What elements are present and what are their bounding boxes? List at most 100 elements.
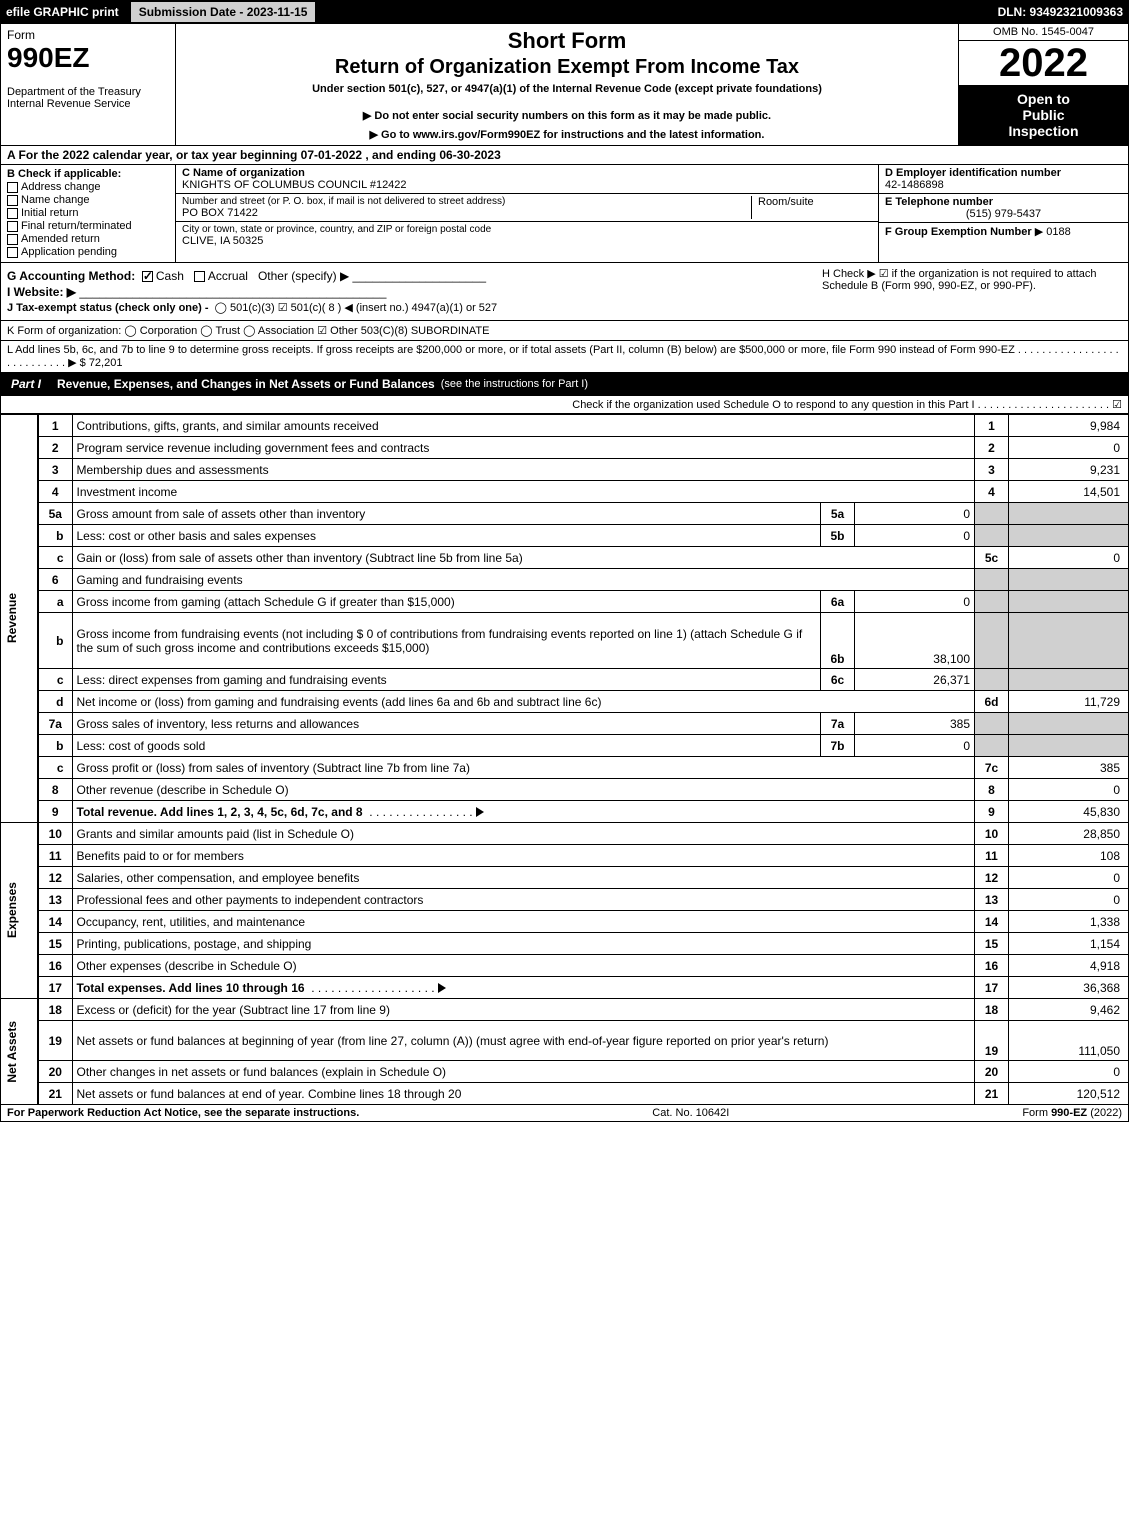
section-a-taxyear: A For the 2022 calendar year, or tax yea…: [0, 146, 1129, 165]
group-exempt-label: F Group Exemption Number: [885, 226, 1032, 238]
form-meta-block: OMB No. 1545-0047 2022 Open to Public In…: [958, 24, 1128, 145]
form-id-block: Form 990EZ Department of the Treasury In…: [1, 24, 176, 145]
arrow-icon: [476, 807, 484, 817]
ssn-warning: ▶ Do not enter social security numbers o…: [182, 109, 952, 122]
return-title: Return of Organization Exempt From Incom…: [182, 56, 952, 79]
table-row: 15 Printing, publications, postage, and …: [1, 933, 1129, 955]
table-row: Revenue 1 Contributions, gifts, grants, …: [1, 415, 1129, 437]
cb-address-change[interactable]: Address change: [7, 181, 169, 193]
cb-application-pending[interactable]: Application pending: [7, 246, 169, 258]
cb-name-change[interactable]: Name change: [7, 194, 169, 206]
org-name: KNIGHTS OF COLUMBUS COUNCIL #12422: [182, 179, 872, 191]
cb-amended-return[interactable]: Amended return: [7, 233, 169, 245]
paperwork-notice: For Paperwork Reduction Act Notice, see …: [7, 1107, 359, 1119]
c-city-label: City or town, state or province, country…: [182, 224, 872, 235]
form-word: Form: [7, 28, 169, 42]
part1-title: Revenue, Expenses, and Changes in Net As…: [51, 377, 441, 391]
open-line1: Open to: [963, 91, 1124, 107]
table-row: 9 Total revenue. Add lines 1, 2, 3, 4, 5…: [1, 801, 1129, 823]
form-number: 990EZ: [7, 42, 169, 74]
table-row: 12 Salaries, other compensation, and emp…: [1, 867, 1129, 889]
tel-label: E Telephone number: [885, 196, 1122, 208]
part1-header: Part I Revenue, Expenses, and Changes in…: [0, 373, 1129, 396]
table-row: b Less: cost of goods sold 7b 0: [1, 735, 1129, 757]
accounting-method: G Accounting Method: Cash Accrual Other …: [7, 269, 822, 283]
table-row: 13 Professional fees and other payments …: [1, 889, 1129, 911]
form-title-block: Short Form Return of Organization Exempt…: [176, 24, 958, 145]
c-addr-label: Number and street (or P. O. box, if mail…: [182, 196, 745, 207]
section-d-ein: D Employer identification number 42-1486…: [878, 165, 1128, 262]
website-line: I Website: ▶ ___________________________…: [7, 285, 822, 299]
section-ghij: G Accounting Method: Cash Accrual Other …: [0, 263, 1129, 321]
part1-label: Part I: [1, 375, 51, 393]
part1-table: Revenue 1 Contributions, gifts, grants, …: [0, 414, 1129, 1105]
dln: DLN: 93492321009363: [992, 5, 1129, 19]
revenue-side-label: Revenue: [1, 415, 39, 823]
table-row: 14 Occupancy, rent, utilities, and maint…: [1, 911, 1129, 933]
efile-label: efile GRAPHIC print: [0, 5, 125, 19]
under-section: Under section 501(c), 527, or 4947(a)(1)…: [182, 83, 952, 95]
org-info-row: B Check if applicable: Address change Na…: [0, 165, 1129, 263]
table-row: 11 Benefits paid to or for members 11 10…: [1, 845, 1129, 867]
cb-final-return[interactable]: Final return/terminated: [7, 220, 169, 232]
table-row: b Less: cost or other basis and sales ex…: [1, 525, 1129, 547]
section-l-gross-receipts: L Add lines 5b, 6c, and 7b to line 9 to …: [0, 341, 1129, 373]
open-to-public: Open to Public Inspection: [959, 85, 1128, 145]
omb-number: OMB No. 1545-0047: [959, 24, 1128, 41]
amount: 9,984: [1009, 415, 1129, 437]
table-row: a Gross income from gaming (attach Sched…: [1, 591, 1129, 613]
arrow-icon: [438, 983, 446, 993]
submission-date: Submission Date - 2023-11-15: [129, 0, 318, 24]
expenses-side-label: Expenses: [1, 823, 39, 999]
c-name-label: C Name of organization: [182, 167, 872, 179]
table-row: 7a Gross sales of inventory, less return…: [1, 713, 1129, 735]
table-row: d Net income or (loss) from gaming and f…: [1, 691, 1129, 713]
table-row: 20 Other changes in net assets or fund b…: [1, 1061, 1129, 1083]
section-h-scheduleb: H Check ▶ ☑ if the organization is not r…: [822, 267, 1122, 316]
ein-value: 42-1486898: [885, 179, 1122, 191]
line-desc: Contributions, gifts, grants, and simila…: [72, 415, 975, 437]
table-row: 19 Net assets or fund balances at beginn…: [1, 1021, 1129, 1061]
section-c-org: C Name of organization KNIGHTS OF COLUMB…: [176, 165, 878, 262]
short-form-title: Short Form: [182, 28, 952, 54]
group-exempt-value: ▶ 0188: [1035, 226, 1071, 238]
tax-year: 2022: [959, 41, 1128, 85]
table-row: 16 Other expenses (describe in Schedule …: [1, 955, 1129, 977]
section-b-checkboxes: B Check if applicable: Address change Na…: [1, 165, 176, 262]
org-address: PO BOX 71422: [182, 207, 745, 219]
part1-note: (see the instructions for Part I): [441, 378, 588, 390]
b-heading: B Check if applicable:: [7, 168, 169, 180]
open-line3: Inspection: [963, 123, 1124, 139]
table-row: b Gross income from fundraising events (…: [1, 613, 1129, 669]
table-row: c Gain or (loss) from sale of assets oth…: [1, 547, 1129, 569]
form-header: Form 990EZ Department of the Treasury In…: [0, 24, 1129, 146]
page-footer: For Paperwork Reduction Act Notice, see …: [0, 1105, 1129, 1122]
table-row: 2 Program service revenue including gove…: [1, 437, 1129, 459]
top-bar: efile GRAPHIC print Submission Date - 20…: [0, 0, 1129, 24]
table-row: 6 Gaming and fundraising events: [1, 569, 1129, 591]
section-k-form-org: K Form of organization: ◯ Corporation ◯ …: [0, 321, 1129, 341]
dept-treasury: Department of the Treasury Internal Reve…: [7, 86, 169, 110]
table-row: Expenses 10 Grants and similar amounts p…: [1, 823, 1129, 845]
table-row: 3 Membership dues and assessments 3 9,23…: [1, 459, 1129, 481]
org-city: CLIVE, IA 50325: [182, 235, 872, 247]
table-row: Net Assets 18 Excess or (deficit) for th…: [1, 999, 1129, 1021]
cb-initial-return[interactable]: Initial return: [7, 207, 169, 219]
table-row: 21 Net assets or fund balances at end of…: [1, 1083, 1129, 1105]
table-row: c Less: direct expenses from gaming and …: [1, 669, 1129, 691]
tax-exempt-status: J Tax-exempt status (check only one) - ◯…: [7, 301, 822, 314]
room-suite-label: Room/suite: [752, 196, 872, 219]
open-line2: Public: [963, 107, 1124, 123]
netassets-side-label: Net Assets: [1, 999, 39, 1105]
table-row: 5a Gross amount from sale of assets othe…: [1, 503, 1129, 525]
form-ref: Form 990-EZ (2022): [1022, 1107, 1122, 1119]
goto-link[interactable]: ▶ Go to www.irs.gov/Form990EZ for instru…: [182, 128, 952, 141]
tel-value: (515) 979-5437: [885, 208, 1122, 220]
table-row: c Gross profit or (loss) from sales of i…: [1, 757, 1129, 779]
table-row: 17 Total expenses. Add lines 10 through …: [1, 977, 1129, 999]
table-row: 4 Investment income 4 14,501: [1, 481, 1129, 503]
cat-no: Cat. No. 10642I: [359, 1107, 1022, 1119]
part1-schedule-o-check: Check if the organization used Schedule …: [0, 396, 1129, 414]
ein-label: D Employer identification number: [885, 167, 1122, 179]
table-row: 8 Other revenue (describe in Schedule O)…: [1, 779, 1129, 801]
